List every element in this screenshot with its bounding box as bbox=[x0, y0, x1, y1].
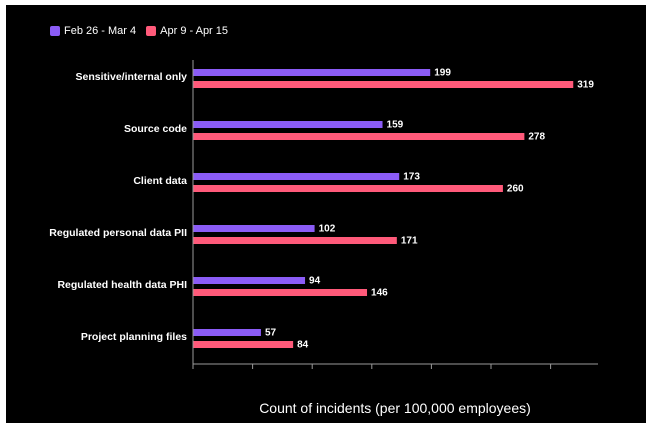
bar-value-label: 159 bbox=[387, 120, 404, 131]
x-axis-ticks bbox=[192, 364, 552, 369]
category-label: Regulated personal data PII bbox=[49, 227, 187, 239]
bar-series-2[interactable] bbox=[193, 185, 503, 192]
category-label: Sensitive/internal only bbox=[76, 71, 188, 83]
category-label: Regulated health data PHI bbox=[57, 279, 187, 291]
category-label: Client data bbox=[133, 175, 187, 187]
bar-series-2[interactable] bbox=[193, 341, 294, 348]
category-label: Source code bbox=[124, 123, 187, 135]
bars-layer bbox=[193, 69, 574, 348]
bar-series-1[interactable] bbox=[193, 225, 315, 232]
bar-series-1[interactable] bbox=[193, 277, 306, 284]
x-axis-label: Count of incidents (per 100,000 employee… bbox=[259, 400, 531, 416]
legend-item-series-2[interactable]: Apr 9 - Apr 15 bbox=[146, 25, 228, 37]
bar-value-label: 260 bbox=[507, 184, 524, 195]
chart-panel: Feb 26 - Mar 4 Apr 9 - Apr 15 Sensitive/… bbox=[6, 5, 646, 423]
bar-value-label: 146 bbox=[371, 288, 388, 299]
legend-label-series-2: Apr 9 - Apr 15 bbox=[160, 25, 229, 37]
bar-value-label: 319 bbox=[577, 80, 594, 91]
bar-value-label: 199 bbox=[434, 68, 451, 79]
bar-series-2[interactable] bbox=[193, 237, 397, 244]
bar-value-label: 173 bbox=[403, 172, 420, 183]
legend-swatch-series-2 bbox=[146, 26, 157, 36]
bar-value-label: 278 bbox=[528, 132, 545, 143]
bar-value-label: 102 bbox=[319, 224, 336, 235]
legend-item-series-1[interactable]: Feb 26 - Mar 4 bbox=[50, 25, 136, 37]
legend-swatch-series-1 bbox=[50, 26, 60, 36]
bar-series-1[interactable] bbox=[193, 121, 383, 128]
category-label: Project planning files bbox=[81, 331, 187, 343]
labels-layer: Sensitive/internal only 199 319 Source code… bbox=[49, 68, 594, 351]
bar-series-2[interactable] bbox=[193, 289, 368, 296]
bar-value-label: 57 bbox=[265, 328, 277, 339]
legend-label-series-1: Feb 26 - Mar 4 bbox=[64, 25, 137, 37]
bar-series-2[interactable] bbox=[193, 81, 574, 88]
bar-series-1[interactable] bbox=[193, 329, 261, 336]
bar-value-label: 94 bbox=[309, 276, 321, 287]
bar-series-2[interactable] bbox=[193, 133, 525, 140]
bar-series-1[interactable] bbox=[193, 69, 431, 76]
legend: Feb 26 - Mar 4 Apr 9 - Apr 15 bbox=[50, 23, 238, 39]
bar-value-label: 171 bbox=[401, 236, 418, 247]
bar-chart: Sensitive/internal only 199 319 Source code… bbox=[49, 60, 598, 416]
bar-value-label: 84 bbox=[297, 340, 309, 351]
bar-series-1[interactable] bbox=[193, 173, 400, 180]
